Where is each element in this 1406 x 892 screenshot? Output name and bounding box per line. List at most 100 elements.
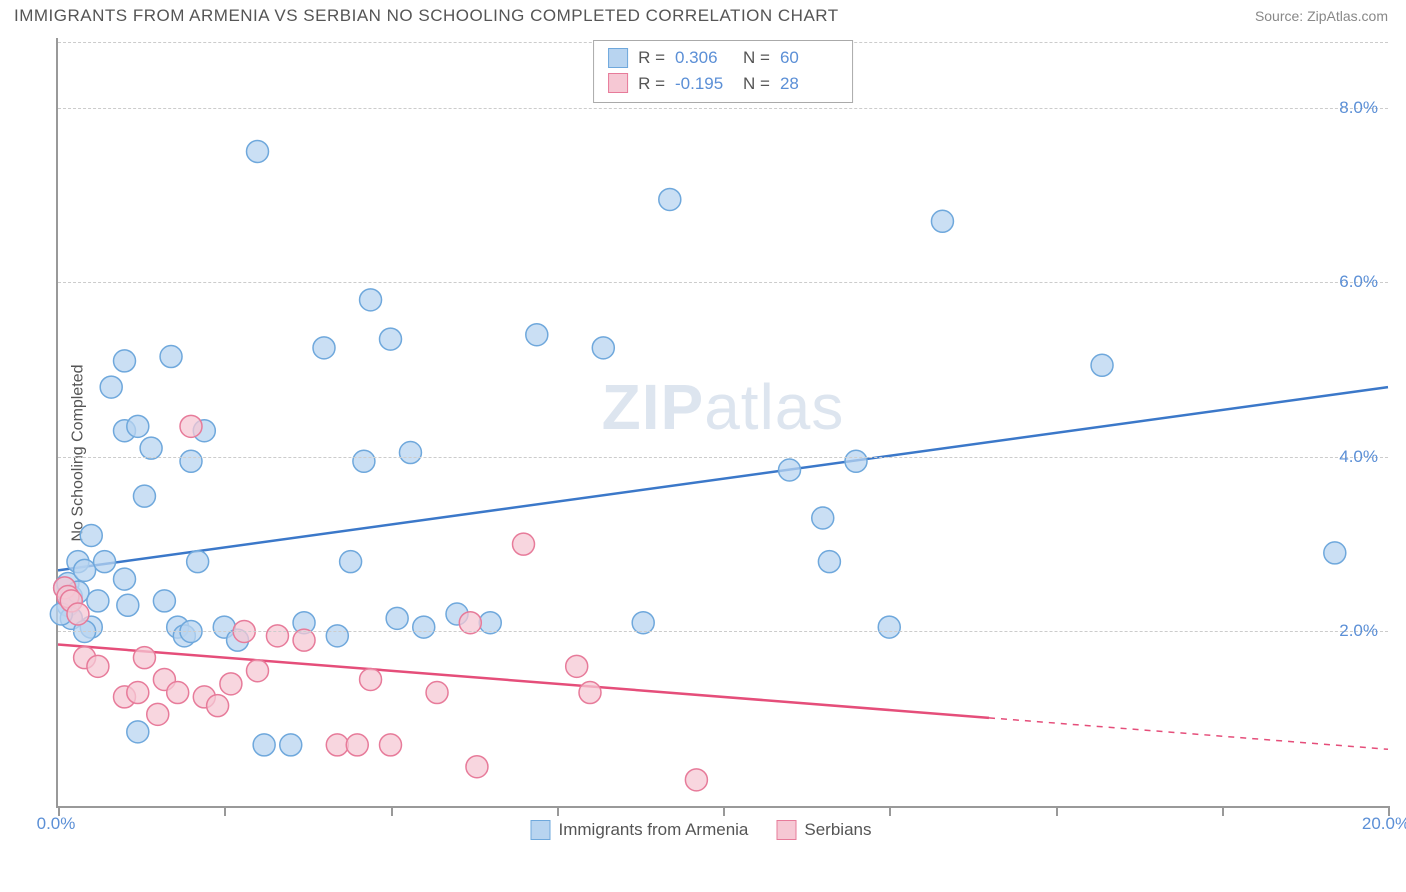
legend-swatch-icon — [608, 48, 628, 68]
source-label: Source: ZipAtlas.com — [1255, 8, 1388, 24]
y-tick-label: 6.0% — [1339, 272, 1378, 292]
data-point — [87, 590, 109, 612]
data-point — [566, 655, 588, 677]
data-point — [266, 625, 288, 647]
data-point — [326, 625, 348, 647]
x-tick — [723, 806, 725, 816]
data-point — [579, 682, 601, 704]
n-value: 28 — [780, 71, 838, 97]
data-point — [313, 337, 335, 359]
n-label: N = — [743, 71, 770, 97]
data-point — [353, 450, 375, 472]
y-tick-label: 2.0% — [1339, 621, 1378, 641]
r-label: R = — [638, 71, 665, 97]
data-point — [114, 350, 136, 372]
legend-label: Immigrants from Armenia — [559, 820, 749, 840]
data-point — [526, 324, 548, 346]
data-point — [479, 612, 501, 634]
data-point — [80, 524, 102, 546]
data-point — [153, 590, 175, 612]
data-point — [160, 346, 182, 368]
data-point — [466, 756, 488, 778]
gridline — [58, 282, 1388, 283]
data-point — [114, 568, 136, 590]
chart: No Schooling Completed ZIPatlas R = 0.30… — [14, 38, 1388, 868]
data-point — [1324, 542, 1346, 564]
data-point — [592, 337, 614, 359]
data-point — [180, 450, 202, 472]
data-point — [187, 551, 209, 573]
data-point — [127, 415, 149, 437]
data-point — [180, 415, 202, 437]
header: IMMIGRANTS FROM ARMENIA VS SERBIAN NO SC… — [0, 0, 1406, 30]
data-point — [147, 703, 169, 725]
data-point — [207, 695, 229, 717]
data-point — [878, 616, 900, 638]
data-point — [360, 668, 382, 690]
r-label: R = — [638, 45, 665, 71]
data-point — [100, 376, 122, 398]
data-point — [293, 629, 315, 651]
y-tick-label: 4.0% — [1339, 447, 1378, 467]
data-point — [127, 682, 149, 704]
data-point — [67, 603, 89, 625]
series-legend: Immigrants from Armenia Serbians — [531, 820, 872, 840]
x-tick — [889, 806, 891, 816]
data-point — [220, 673, 242, 695]
data-point — [253, 734, 275, 756]
data-point — [247, 660, 269, 682]
legend-item: Immigrants from Armenia — [531, 820, 749, 840]
n-label: N = — [743, 45, 770, 71]
gridline — [58, 108, 1388, 109]
y-tick-label: 8.0% — [1339, 98, 1378, 118]
x-tick — [391, 806, 393, 816]
legend-swatch-icon — [776, 820, 796, 840]
gridline — [58, 631, 1388, 632]
trend-line — [58, 645, 989, 718]
legend-row: R = -0.195 N = 28 — [608, 71, 838, 97]
chart-title: IMMIGRANTS FROM ARMENIA VS SERBIAN NO SC… — [14, 6, 839, 26]
data-point — [127, 721, 149, 743]
data-point — [426, 682, 448, 704]
data-point — [779, 459, 801, 481]
r-value: 0.306 — [675, 45, 733, 71]
data-point — [117, 594, 139, 616]
plot-area: ZIPatlas R = 0.306 N = 60 R = -0.195 N =… — [56, 38, 1388, 808]
gridline — [58, 457, 1388, 458]
data-point — [74, 559, 96, 581]
scatter-svg — [58, 38, 1388, 806]
data-point — [931, 210, 953, 232]
data-point — [1091, 354, 1113, 376]
data-point — [513, 533, 535, 555]
data-point — [326, 734, 348, 756]
legend-item: Serbians — [776, 820, 871, 840]
x-tick — [557, 806, 559, 816]
x-tick — [1222, 806, 1224, 816]
data-point — [845, 450, 867, 472]
data-point — [87, 655, 109, 677]
legend-label: Serbians — [804, 820, 871, 840]
legend-swatch-icon — [608, 73, 628, 93]
legend-swatch-icon — [531, 820, 551, 840]
data-point — [380, 328, 402, 350]
data-point — [380, 734, 402, 756]
data-point — [659, 188, 681, 210]
x-tick — [1056, 806, 1058, 816]
data-point — [399, 442, 421, 464]
data-point — [685, 769, 707, 791]
data-point — [133, 485, 155, 507]
data-point — [167, 682, 189, 704]
data-point — [360, 289, 382, 311]
data-point — [340, 551, 362, 573]
legend-row: R = 0.306 N = 60 — [608, 45, 838, 71]
data-point — [818, 551, 840, 573]
x-tick-label: 20.0% — [1362, 814, 1406, 834]
data-point — [280, 734, 302, 756]
data-point — [247, 140, 269, 162]
data-point — [632, 612, 654, 634]
data-point — [140, 437, 162, 459]
data-point — [413, 616, 435, 638]
x-tick-label: 0.0% — [37, 814, 76, 834]
n-value: 60 — [780, 45, 838, 71]
data-point — [386, 607, 408, 629]
